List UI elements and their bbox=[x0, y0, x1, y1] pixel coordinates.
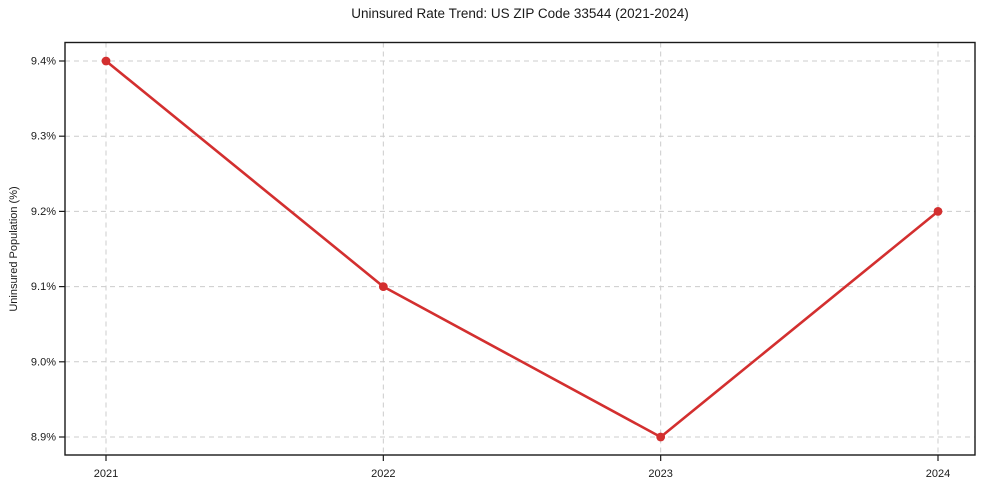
trend-line bbox=[104, 59, 940, 439]
data-point-2023 bbox=[656, 432, 666, 442]
y-tick-label: 9.1% bbox=[31, 281, 56, 293]
y-tick-label: 8.9% bbox=[31, 432, 56, 444]
y-tick-label: 9.3% bbox=[31, 131, 56, 143]
y-tick-label: 9.0% bbox=[31, 356, 56, 368]
plot-border bbox=[64, 41, 976, 456]
y-tick-label: 9.4% bbox=[31, 56, 56, 68]
y-tick-label: 9.2% bbox=[31, 206, 56, 218]
data-point-2024 bbox=[933, 207, 943, 216]
x-tick-label: 2024 bbox=[926, 468, 950, 480]
data-point-2021 bbox=[101, 56, 111, 66]
data-point-2022 bbox=[378, 282, 388, 291]
chart-title: Uninsured Rate Trend: US ZIP Code 33544 … bbox=[351, 6, 689, 21]
x-tick-label: 2023 bbox=[648, 468, 672, 480]
x-tick-label: 2022 bbox=[371, 468, 395, 480]
x-tick-label: 2021 bbox=[94, 468, 118, 480]
